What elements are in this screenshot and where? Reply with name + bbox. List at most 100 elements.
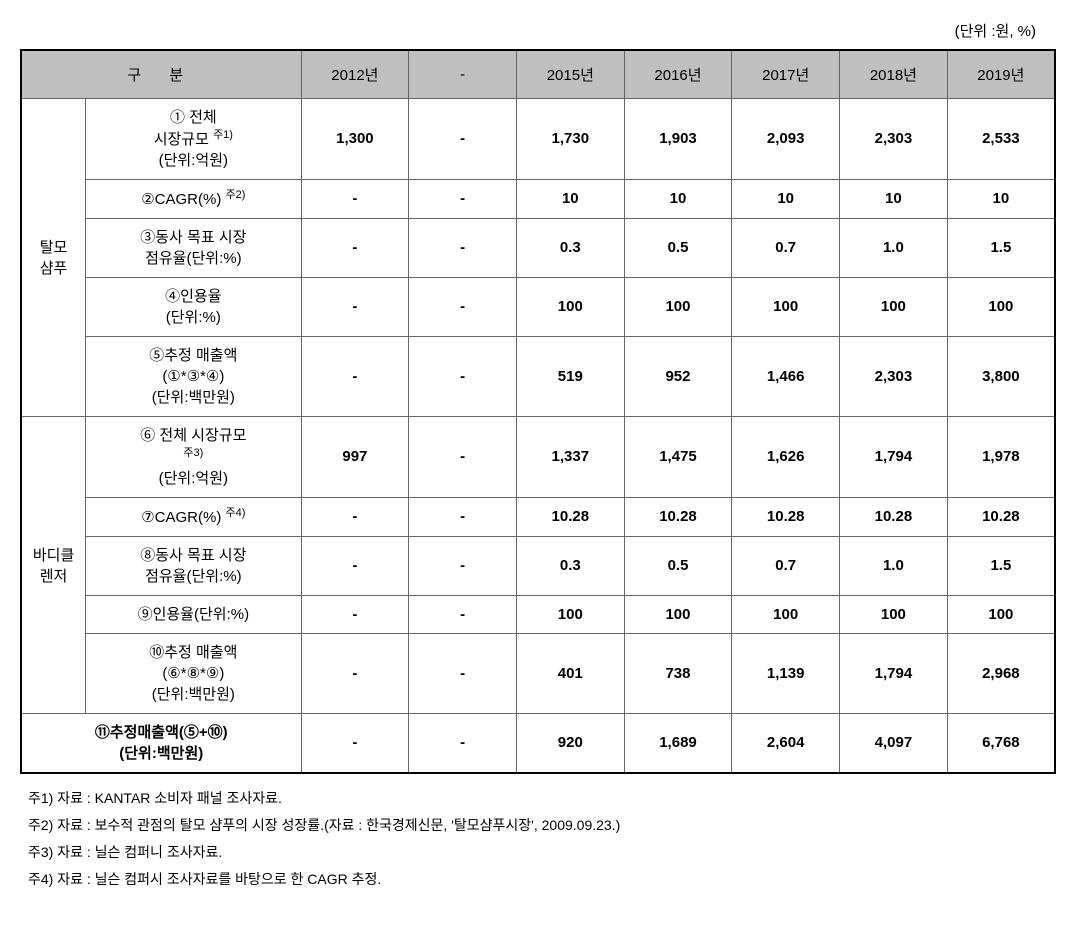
cell: 4,097 — [840, 713, 948, 773]
cell: 10.28 — [732, 497, 840, 536]
row-label: ⑧동사 목표 시장 점유율(단위:%) — [86, 536, 301, 595]
cell: 1,794 — [840, 416, 948, 497]
cell: - — [409, 595, 517, 633]
cell: 1,626 — [732, 416, 840, 497]
cell: 6,768 — [947, 713, 1055, 773]
cell: 1.0 — [840, 536, 948, 595]
cell: 920 — [516, 713, 624, 773]
cell: - — [409, 713, 517, 773]
table-row: ⑤추정 매출액 (①*③*④) (단위:백만원) - - 519 952 1,4… — [21, 336, 1055, 416]
cell: 10 — [840, 179, 948, 218]
cell: - — [409, 633, 517, 713]
cell: 100 — [624, 277, 732, 336]
row-label: ②CAGR(%) 주2) — [86, 179, 301, 218]
category-body: 바디클 렌저 — [21, 416, 86, 713]
footnote-1: 주1) 자료 : KANTAR 소비자 패널 조사자료. — [28, 786, 1056, 811]
cell: 2,968 — [947, 633, 1055, 713]
cell: 738 — [624, 633, 732, 713]
cell: 1,730 — [516, 98, 624, 179]
cell: 100 — [732, 277, 840, 336]
table-row: ⑩추정 매출액 (⑥*⑧*⑨) (단위:백만원) - - 401 738 1,1… — [21, 633, 1055, 713]
cell: - — [301, 218, 409, 277]
cell: - — [301, 536, 409, 595]
cell: - — [301, 277, 409, 336]
cell: 10.28 — [516, 497, 624, 536]
cell: 1,794 — [840, 633, 948, 713]
table-row: ③동사 목표 시장 점유율(단위:%) - - 0.3 0.5 0.7 1.0 … — [21, 218, 1055, 277]
cell: - — [409, 336, 517, 416]
cell: 100 — [840, 595, 948, 633]
cell: 1,300 — [301, 98, 409, 179]
table-row: ④인용율 (단위:%) - - 100 100 100 100 100 — [21, 277, 1055, 336]
row-label: ① 전체시장규모 주1)(단위:억원) — [86, 98, 301, 179]
header-year-5: 2018년 — [840, 50, 948, 98]
cell: 10 — [624, 179, 732, 218]
footnote-4: 주4) 자료 : 닐슨 컴퍼시 조사자료를 바탕으로 한 CAGR 추정. — [28, 867, 1056, 892]
row-label: ⑩추정 매출액 (⑥*⑧*⑨) (단위:백만원) — [86, 633, 301, 713]
cell: - — [409, 497, 517, 536]
footnote-3: 주3) 자료 : 닐슨 컴퍼니 조사자료. — [28, 840, 1056, 865]
row-label: ⑥ 전체 시장규모주3)(단위:억원) — [86, 416, 301, 497]
header-year-3: 2016년 — [624, 50, 732, 98]
header-year-6: 2019년 — [947, 50, 1055, 98]
cell: 401 — [516, 633, 624, 713]
cell: - — [301, 179, 409, 218]
header-year-1: - — [409, 50, 517, 98]
cell: 1,475 — [624, 416, 732, 497]
cell: 952 — [624, 336, 732, 416]
cell: 10.28 — [624, 497, 732, 536]
cell: 10.28 — [947, 497, 1055, 536]
cell: 519 — [516, 336, 624, 416]
cell: 1,466 — [732, 336, 840, 416]
cell: 997 — [301, 416, 409, 497]
cell: 0.5 — [624, 218, 732, 277]
cell: - — [409, 218, 517, 277]
cell: 0.7 — [732, 218, 840, 277]
table-row: ⑨인용율(단위:%) - - 100 100 100 100 100 — [21, 595, 1055, 633]
row-label: ③동사 목표 시장 점유율(단위:%) — [86, 218, 301, 277]
cell: 0.3 — [516, 218, 624, 277]
footnote-2: 주2) 자료 : 보수적 관점의 탈모 샴푸의 시장 성장률.(자료 : 한국경… — [28, 813, 1056, 838]
cell: 100 — [947, 277, 1055, 336]
cell: 2,303 — [840, 98, 948, 179]
cell: 100 — [516, 277, 624, 336]
cell: - — [301, 336, 409, 416]
header-year-4: 2017년 — [732, 50, 840, 98]
unit-label: (단위 :원, %) — [20, 20, 1056, 41]
market-data-table: 구 분 2012년 - 2015년 2016년 2017년 2018년 2019… — [20, 49, 1056, 774]
cell: 1.5 — [947, 218, 1055, 277]
cell: 10 — [516, 179, 624, 218]
header-year-2: 2015년 — [516, 50, 624, 98]
row-label: ⑤추정 매출액 (①*③*④) (단위:백만원) — [86, 336, 301, 416]
cell: 2,093 — [732, 98, 840, 179]
header-gubun: 구 분 — [21, 50, 301, 98]
row-label: ⑦CAGR(%) 주4) — [86, 497, 301, 536]
table-row: ⑧동사 목표 시장 점유율(단위:%) - - 0.3 0.5 0.7 1.0 … — [21, 536, 1055, 595]
cell: 1.5 — [947, 536, 1055, 595]
cell: - — [301, 497, 409, 536]
footnotes: 주1) 자료 : KANTAR 소비자 패널 조사자료. 주2) 자료 : 보수… — [20, 786, 1056, 893]
table-header-row: 구 분 2012년 - 2015년 2016년 2017년 2018년 2019… — [21, 50, 1055, 98]
cell: 100 — [840, 277, 948, 336]
cell: 10 — [947, 179, 1055, 218]
cell: - — [301, 633, 409, 713]
cell: - — [409, 277, 517, 336]
category-talmo: 탈모 샴푸 — [21, 98, 86, 416]
cell: 100 — [947, 595, 1055, 633]
cell: 3,800 — [947, 336, 1055, 416]
cell: - — [409, 98, 517, 179]
row-label: ④인용율 (단위:%) — [86, 277, 301, 336]
cell: - — [301, 713, 409, 773]
cell: 1,978 — [947, 416, 1055, 497]
table-row: 바디클 렌저 ⑥ 전체 시장규모주3)(단위:억원) 997 - 1,337 1… — [21, 416, 1055, 497]
cell: 100 — [732, 595, 840, 633]
cell: 1,903 — [624, 98, 732, 179]
table-row: ⑦CAGR(%) 주4) - - 10.28 10.28 10.28 10.28… — [21, 497, 1055, 536]
cell: - — [301, 595, 409, 633]
cell: 2,604 — [732, 713, 840, 773]
cell: 10 — [732, 179, 840, 218]
total-row: ⑪추정매출액(⑤+⑩) (단위:백만원) - - 920 1,689 2,604… — [21, 713, 1055, 773]
cell: 1,689 — [624, 713, 732, 773]
total-label: ⑪추정매출액(⑤+⑩) (단위:백만원) — [21, 713, 301, 773]
header-year-0: 2012년 — [301, 50, 409, 98]
